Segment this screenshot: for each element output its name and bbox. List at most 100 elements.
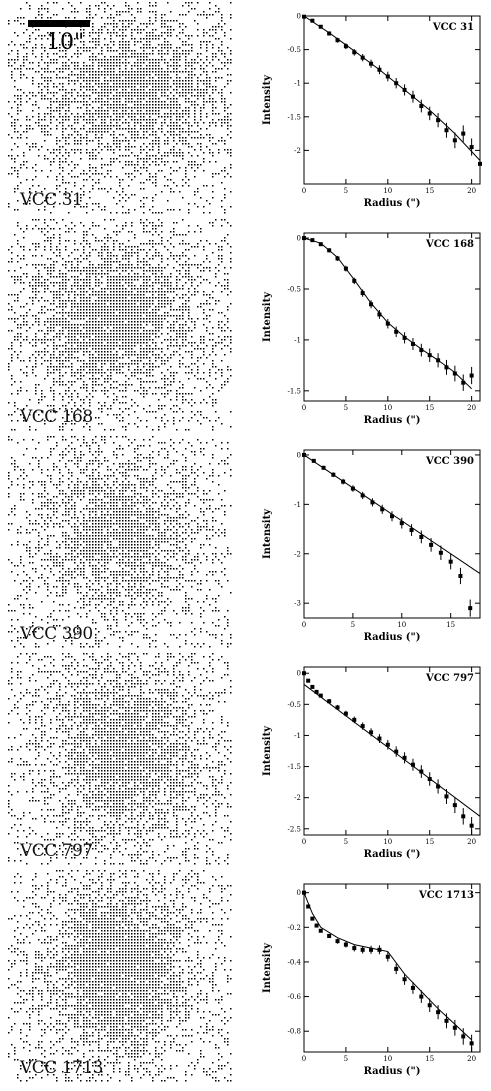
x-tick-label: 15 [425,404,434,412]
data-point [436,358,441,363]
profile-chart: 0 5 10 15 20 0 -0.5 -1 -1.5 -2 -2.5 VCC 797 Radius (… [262,666,481,860]
y-tick-label: -1 [294,336,301,344]
data-point [469,373,474,378]
data-point [452,138,457,143]
data-point [394,329,399,334]
data-point [469,823,474,828]
data-point [311,458,316,463]
data-point [452,371,457,376]
data-point [452,803,457,808]
galaxy-image-vcc-168: VCC 168 [8,219,232,431]
data-point [452,1025,457,1030]
data-point [343,44,348,49]
model-fit-line [303,684,481,817]
y-tick-label: -0.5 [288,701,302,709]
x-tick-label: 20 [467,1055,476,1063]
data-point [327,699,332,704]
data-point [369,947,374,952]
data-point [360,55,365,60]
data-point [461,131,466,136]
data-point [352,946,357,951]
data-point [318,928,323,933]
y-tick-label: -3 [294,600,301,608]
data-point [410,762,415,767]
galaxy-label: VCC 168 [20,407,93,427]
data-point [409,528,414,533]
x-axis-label: Radius (") [364,1066,421,1077]
data-point [352,278,357,283]
y-tick-label: -2 [294,550,301,558]
profile-plot-vcc-168: 0 5 10 15 20 0 -0.5 -1 -1.5 VCC 168 Radius (") Inte… [258,221,486,433]
data-point [448,559,453,564]
data-point [427,777,432,781]
y-tick-label: -2.5 [288,825,302,833]
galaxy-stipple [8,436,232,648]
chart-title: VCC 168 [425,239,474,250]
data-point [385,321,390,326]
galaxy-label: VCC 31 [20,190,83,210]
x-tick-label: 5 [344,838,348,846]
y-tick-label: -0.5 [288,46,302,54]
data-point [335,939,340,944]
scale-bar-label: 10" [46,30,85,55]
x-tick-label: 15 [425,1055,434,1063]
x-tick-label: 0 [302,1055,306,1063]
data-point [469,145,474,150]
data-point [468,606,473,611]
data-point [436,1010,441,1015]
x-tick-label: 20 [467,187,476,195]
y-tick-label: 0 [297,235,301,243]
data-point [461,814,466,819]
data-point [327,933,332,938]
data-point [444,794,449,799]
x-axis-label: Radius (") [364,415,421,426]
data-point [302,452,306,457]
data-point [369,61,374,66]
y-tick-label: -2 [294,794,301,802]
data-point [394,966,399,971]
x-tick-label: 10 [383,187,392,195]
galaxy-stipple [8,653,232,865]
x-tick-label: 15 [425,838,434,846]
profile-chart: 0 5 10 15 20 0 -0.5 -1 -1.5 -2 VCC 31 Radius (") Int… [262,13,482,209]
data-point [310,18,315,23]
y-tick-label: 0 [297,670,301,678]
data-point [402,87,407,92]
x-tick-label: 10 [383,1055,392,1063]
stipple-dots [8,653,232,865]
data-point [318,242,323,247]
data-point [306,904,311,909]
y-axis-label: Intensity [262,291,273,342]
data-point [341,479,346,484]
galaxy-stipple [8,219,232,431]
data-point [419,994,424,999]
x-tick-label: 15 [425,187,434,195]
data-point [436,118,441,123]
data-point [438,550,443,555]
data-point [343,942,348,947]
data-point [350,486,355,491]
data-point [419,534,424,539]
data-point [314,689,319,694]
y-tick-label: -0.5 [288,286,302,294]
data-point [436,784,441,789]
data-point [302,671,306,676]
data-point [394,81,399,86]
x-tick-label: 10 [383,838,392,846]
plot-frame [303,15,481,185]
x-axis-label: Radius (") [364,849,421,860]
data-point [444,128,449,133]
y-tick-label: -0.2 [288,924,302,932]
data-point [318,24,323,29]
x-tick-label: 10 [383,404,392,412]
y-axis-label: Intensity [262,74,273,125]
x-tick-label: 10 [397,621,406,629]
data-point [310,916,315,921]
data-point [310,238,315,243]
data-point [444,1018,449,1023]
x-tick-label: 0 [302,187,306,195]
plot-frame [303,449,481,619]
data-point [402,755,407,760]
profile-plot-vcc-390: 0 5 10 15 0 -1 -2 -3 VCC 390 Radius (") Intensity [258,438,486,650]
stipple-dots [8,436,232,648]
